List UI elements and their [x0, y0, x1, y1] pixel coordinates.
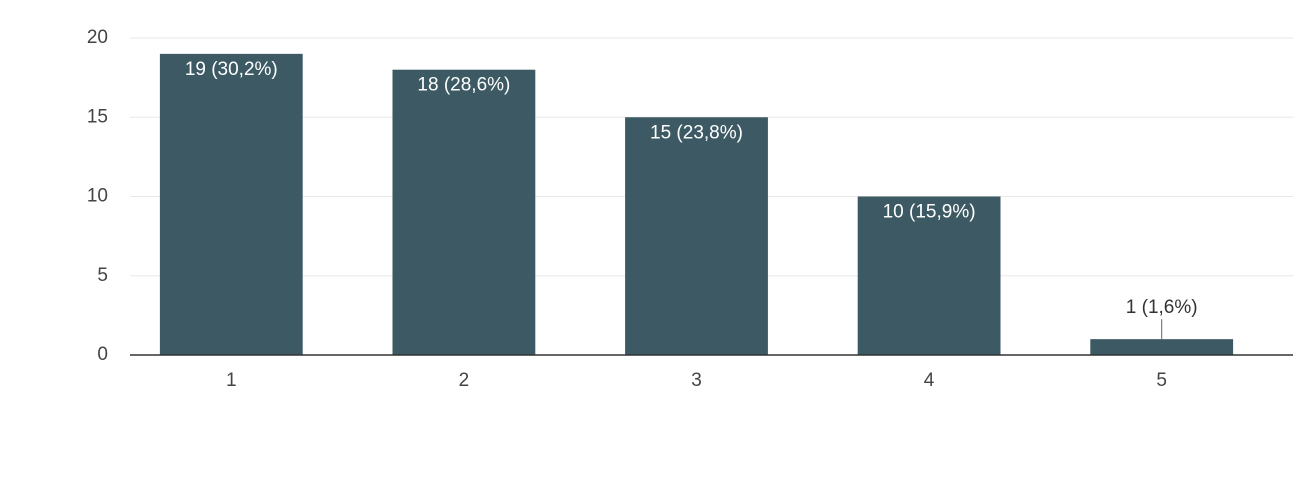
bar	[392, 69, 536, 355]
bar	[625, 117, 768, 355]
bar	[857, 196, 1001, 355]
y-tick-label: 15	[87, 106, 108, 127]
bar	[1090, 339, 1234, 355]
bar	[159, 53, 303, 355]
data-label: 10 (15,9%)	[883, 202, 976, 223]
data-label: 18 (28,6%)	[417, 75, 510, 96]
data-label: 1 (1,6%)	[1126, 297, 1198, 318]
x-tick-label: 3	[691, 370, 702, 391]
y-tick-label: 10	[87, 186, 108, 207]
x-tick-label: 2	[459, 370, 470, 391]
y-tick-label: 20	[87, 27, 108, 48]
data-label: 19 (30,2%)	[185, 59, 278, 80]
x-tick-label: 5	[1156, 370, 1167, 391]
data-label: 15 (23,8%)	[650, 122, 743, 143]
x-tick-label: 4	[924, 370, 935, 391]
y-tick-label: 0	[97, 344, 108, 365]
y-tick-label: 5	[97, 265, 108, 286]
x-tick-label: 1	[226, 370, 237, 391]
